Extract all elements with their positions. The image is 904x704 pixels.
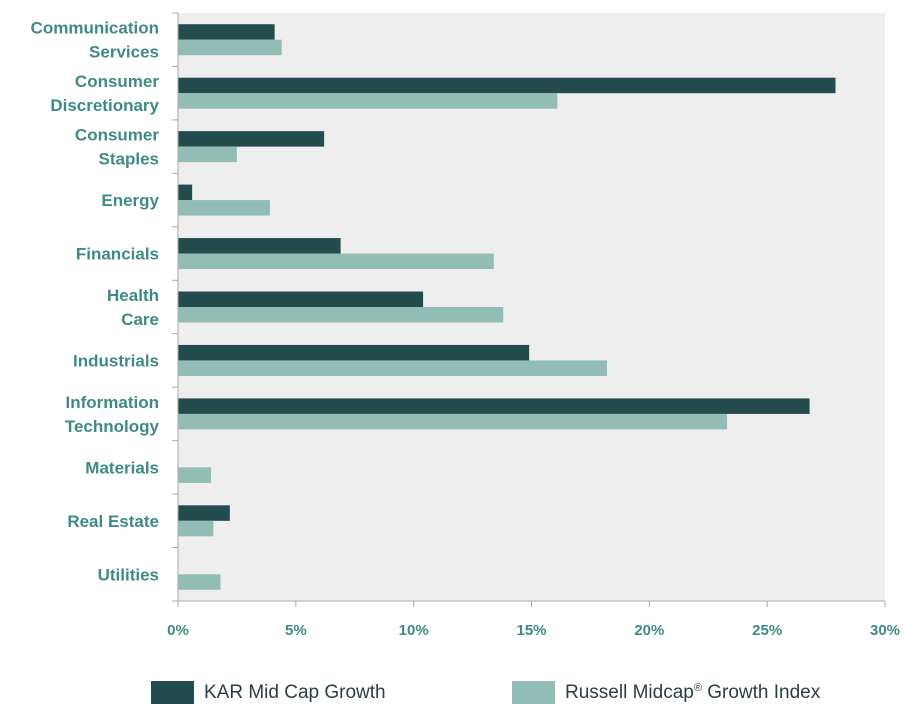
bar-kar-energy xyxy=(178,184,193,201)
x-tick-label-30: 30% xyxy=(870,622,900,639)
bar-kar-real-estate xyxy=(178,505,230,521)
category-label-health-care-line1: Health xyxy=(107,286,159,305)
category-label-materials: Materials xyxy=(85,458,159,477)
category-label-energy: Energy xyxy=(101,191,159,210)
bar-russell-utilities xyxy=(178,574,221,590)
category-labels: Communication Services Consumer Discretiona… xyxy=(31,19,160,585)
category-label-consumer-staples-line2: Staples xyxy=(99,150,159,169)
legend-swatch-kar xyxy=(151,681,194,704)
category-label-communication-services-line2: Services xyxy=(89,43,159,62)
axes-group xyxy=(172,12,886,607)
bar-russell-consumer-discretionary xyxy=(178,93,558,109)
category-label-financials: Financials xyxy=(76,245,159,264)
category-label-consumer-staples-line1: Consumer xyxy=(75,126,159,145)
x-tick-label-5: 5% xyxy=(285,622,307,639)
category-label-consumer-discretionary-line1: Consumer xyxy=(75,72,159,91)
bar-russell-financials xyxy=(178,253,494,270)
category-label-health-care-line2: Care xyxy=(121,310,159,329)
legend-label-russell-main: Russell Midcap xyxy=(565,682,694,703)
legend: KAR Mid Cap Growth Russell Midcap® Growt… xyxy=(0,681,904,704)
x-tick-label-25: 25% xyxy=(752,622,782,639)
legend-item-russell: Russell Midcap® Growth Index xyxy=(512,681,820,704)
category-label-utilities: Utilities xyxy=(98,565,159,584)
bars-group xyxy=(178,24,836,590)
bar-kar-industrials xyxy=(178,344,530,361)
category-label-information-technology-line2: Technology xyxy=(65,417,160,436)
bar-russell-information-technology xyxy=(178,413,728,430)
x-tick-label-0: 0% xyxy=(167,622,189,639)
bar-kar-financials xyxy=(178,238,341,254)
legend-label-russell: Russell Midcap® Growth Index xyxy=(565,681,820,704)
category-label-consumer-discretionary-line2: Discretionary xyxy=(50,96,159,115)
category-label-real-estate: Real Estate xyxy=(67,512,159,531)
bar-kar-health-care xyxy=(178,291,424,307)
x-tick-labels: 0% 5% 10% 15% 20% 25% 30% xyxy=(167,622,900,639)
bar-kar-consumer-discretionary xyxy=(178,77,836,94)
bar-russell-industrials xyxy=(178,360,607,376)
bar-kar-information-technology xyxy=(178,398,810,414)
bar-russell-health-care xyxy=(178,307,504,323)
legend-label-russell-sup: ® xyxy=(693,682,702,694)
legend-label-kar: KAR Mid Cap Growth xyxy=(204,682,386,703)
category-label-industrials: Industrials xyxy=(73,351,159,370)
bar-russell-real-estate xyxy=(178,520,214,537)
category-label-communication-services-line1: Communication xyxy=(31,19,159,38)
bar-russell-energy xyxy=(178,200,270,216)
category-label-information-technology-line1: Information xyxy=(66,393,160,412)
x-tick-label-15: 15% xyxy=(516,622,546,639)
legend-label-russell-end: Growth Index xyxy=(701,682,821,703)
bar-chart: Communication Services Consumer Discretiona… xyxy=(31,12,900,639)
legend-item-kar: KAR Mid Cap Growth xyxy=(151,681,386,704)
bar-kar-communication-services xyxy=(178,24,275,40)
x-tick-label-10: 10% xyxy=(399,622,429,639)
bar-russell-materials xyxy=(178,467,211,483)
bar-russell-communication-services xyxy=(178,39,282,56)
bar-kar-consumer-staples xyxy=(178,131,325,147)
legend-swatch-russell xyxy=(512,681,555,704)
x-tick-label-20: 20% xyxy=(634,622,664,639)
bar-russell-consumer-staples xyxy=(178,146,237,163)
